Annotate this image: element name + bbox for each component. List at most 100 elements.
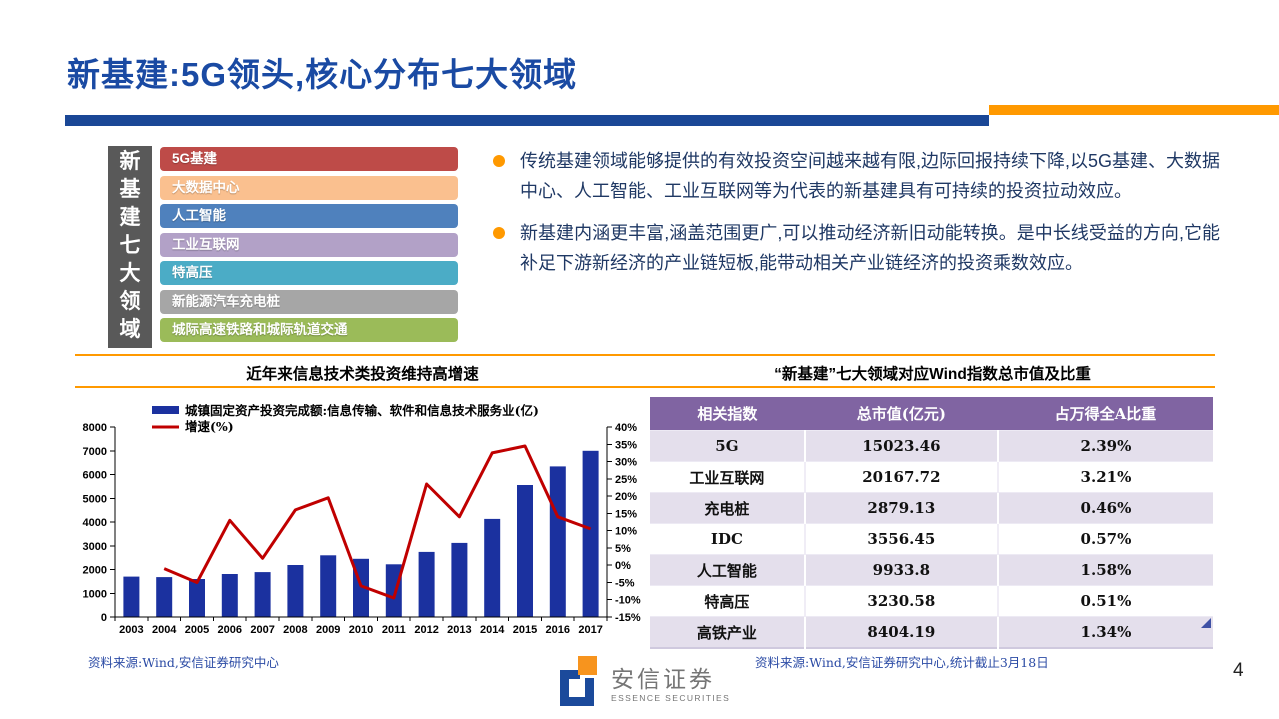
svg-text:2009: 2009 <box>316 624 340 636</box>
area-bar: 新能源汽车充电桩 <box>160 289 458 314</box>
table-cell: 15023.46 <box>803 430 998 462</box>
svg-text:2016: 2016 <box>546 624 570 636</box>
table-section-title: “新基建”七大领域对应Wind指数总市值及比重 <box>774 366 1091 383</box>
table-cell: 工业互联网 <box>650 461 805 493</box>
areas-sidebar-label: 新基建七大领域 <box>108 146 152 348</box>
svg-text:5000: 5000 <box>83 493 107 505</box>
svg-text:2007: 2007 <box>250 624 274 636</box>
company-logo: 安信证券 ESSENCE SECURITIES <box>558 654 730 708</box>
table-row: 人工智能 9933.8 1.58% <box>650 554 1213 586</box>
bullet-icon <box>493 227 505 239</box>
table-row: 5G 15023.46 2.39% <box>650 430 1213 462</box>
svg-text:10%: 10% <box>615 526 637 538</box>
svg-text:3000: 3000 <box>83 541 107 553</box>
table-cell: 8404.19 <box>803 616 998 648</box>
essence-logo-icon <box>560 656 597 706</box>
svg-text:30%: 30% <box>615 457 637 469</box>
svg-text:7000: 7000 <box>83 446 107 458</box>
svg-text:2011: 2011 <box>382 624 406 636</box>
svg-text:2014: 2014 <box>480 624 505 636</box>
section-divider-bottom <box>75 386 1215 388</box>
area-bar: 工业互联网 <box>160 232 458 257</box>
svg-text:1000: 1000 <box>83 588 107 600</box>
svg-text:2012: 2012 <box>414 624 438 636</box>
source-note-left: 资料来源:Wind,安信证券研究中心 <box>88 655 279 670</box>
svg-text:25%: 25% <box>615 474 637 486</box>
areas-list: 5G基建大数据中心人工智能工业互联网特高压新能源汽车充电桩 城际高速铁路和城际轨道… <box>160 147 458 347</box>
svg-text:-5%: -5% <box>615 578 635 590</box>
svg-text:2000: 2000 <box>83 565 107 577</box>
svg-text:8000: 8000 <box>83 422 107 434</box>
svg-text:35%: 35% <box>615 439 637 451</box>
table-cell: 20167.72 <box>803 461 998 493</box>
table-cell: 5G <box>650 430 805 462</box>
svg-text:5%: 5% <box>615 543 631 555</box>
svg-text:4000: 4000 <box>83 517 107 529</box>
table-header-cell: 总市值(亿元) <box>804 397 998 431</box>
area-bar: 特高压 <box>160 261 458 285</box>
bullet-text: 传统基建领域能够提供的有效投资空间越来越有限,边际回报持续下降,以5G基建、大数… <box>520 151 1221 201</box>
table-cell: 9933.8 <box>803 554 998 586</box>
area-bar: 人工智能 <box>160 204 458 228</box>
table-header-cell: 相关指数 <box>650 397 805 431</box>
svg-text:40%: 40% <box>615 422 637 434</box>
table-cell: 3.21% <box>996 461 1213 493</box>
area-bar: 5G基建 <box>160 147 458 171</box>
svg-text:增速(%): 增速(%) <box>185 419 234 434</box>
table-cell: 2.39% <box>996 430 1213 462</box>
table-cell: 2879.13 <box>803 492 998 524</box>
svg-text:15%: 15% <box>615 508 637 520</box>
svg-text:6000: 6000 <box>83 470 107 482</box>
logo-text: 安信证券 ESSENCE SECURITIES <box>611 654 730 708</box>
table-header-cell: 占万得全A比重 <box>997 397 1213 431</box>
svg-text:2003: 2003 <box>119 624 143 636</box>
svg-text:2010: 2010 <box>349 624 373 636</box>
logo-name-en: ESSENCE SECURITIES <box>611 693 731 703</box>
bullet-item: 新基建内涵更丰富,涵盖范围更广,可以推动经济新旧动能转换。是中长线受益的方向,它… <box>483 218 1220 278</box>
svg-text:-10%: -10% <box>615 595 641 607</box>
table-cell: 3556.45 <box>803 523 998 555</box>
section-divider-top <box>75 354 1215 356</box>
table-row: IDC 3556.45 0.57% <box>650 523 1213 555</box>
page-title: 新基建:5G领头,核心分布七大领域 <box>67 56 578 93</box>
svg-text:0%: 0% <box>615 560 631 572</box>
svg-text:2013: 2013 <box>447 624 471 636</box>
svg-text:2008: 2008 <box>283 624 307 636</box>
bullet-icon <box>493 155 505 167</box>
svg-text:2004: 2004 <box>152 624 177 636</box>
index-table-body: 5G 15023.46 2.39% 工业互联网 20167.72 3.21% 充电桩 2879… <box>650 430 1213 648</box>
source-note-right: 资料来源:Wind,安信证券研究中心,统计截止3月18日 <box>755 655 1049 670</box>
investment-growth-chart: 0 1000 2000 3000 4000 5000 6000 7000 8000 -15% -10… <box>83 403 641 636</box>
svg-text:-15%: -15% <box>615 612 641 624</box>
table-cell: 特高压 <box>650 585 805 617</box>
table-cell: 0.46% <box>996 492 1213 524</box>
table-row: 工业互联网 20167.72 3.21% <box>650 461 1213 493</box>
svg-text:0: 0 <box>101 612 107 624</box>
table-cell: 高铁产业 <box>650 616 805 648</box>
table-resize-handle-icon[interactable] <box>1201 618 1211 628</box>
page-number: 4 <box>1233 660 1244 681</box>
table-row: 特高压 3230.58 0.51% <box>650 585 1213 617</box>
table-cell: 0.51% <box>996 585 1213 617</box>
svg-text:2017: 2017 <box>578 624 602 636</box>
wind-index-table: 相关指数 总市值(亿元) 占万得全A比重 5G 15023.46 2.39% 工业互联网 2… <box>650 397 1213 649</box>
table-cell: 0.57% <box>996 523 1213 555</box>
area-bar: 城际高速铁路和城际轨道交通 <box>160 318 458 342</box>
bullet-text: 新基建内涵更丰富,涵盖范围更广,可以推动经济新旧动能转换。是中长线受益的方向,它… <box>520 223 1220 273</box>
area-bar: 大数据中心 <box>160 175 458 200</box>
svg-text:2015: 2015 <box>513 624 537 636</box>
index-table-head-row: 相关指数 总市值(亿元) 占万得全A比重 <box>650 397 1213 431</box>
table-cell: 1.34% <box>996 616 1213 648</box>
table-cell: 充电桩 <box>650 492 805 524</box>
svg-text:2006: 2006 <box>218 624 242 636</box>
svg-text:20%: 20% <box>615 491 637 503</box>
table-row: 高铁产业 8404.19 1.34% <box>650 616 1213 648</box>
table-cell: 3230.58 <box>803 585 998 617</box>
table-cell: 人工智能 <box>650 554 805 586</box>
bullet-item: 传统基建领域能够提供的有效投资空间越来越有限,边际回报持续下降,以5G基建、大数… <box>483 146 1220 206</box>
title-underline-orange <box>989 105 1279 115</box>
svg-text:城镇固定资产投资完成额:信息传输、软件和信息技术服务业(亿): 城镇固定资产投资完成额:信息传输、软件和信息技术服务业(亿) <box>185 403 539 418</box>
bullet-list: 传统基建领域能够提供的有效投资空间越来越有限,边际回报持续下降,以5G基建、大数… <box>483 146 1220 290</box>
title-underline-blue <box>65 115 989 126</box>
